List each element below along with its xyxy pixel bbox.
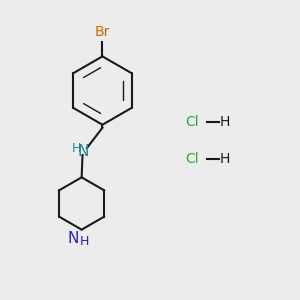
Text: H: H bbox=[220, 152, 230, 166]
Text: H: H bbox=[80, 235, 89, 248]
Text: Br: Br bbox=[95, 25, 110, 38]
Text: H: H bbox=[220, 115, 230, 129]
Text: N: N bbox=[77, 144, 89, 159]
Text: Cl: Cl bbox=[186, 152, 199, 166]
Text: N: N bbox=[68, 231, 79, 246]
Text: H: H bbox=[72, 142, 81, 155]
Text: Cl: Cl bbox=[186, 115, 199, 129]
